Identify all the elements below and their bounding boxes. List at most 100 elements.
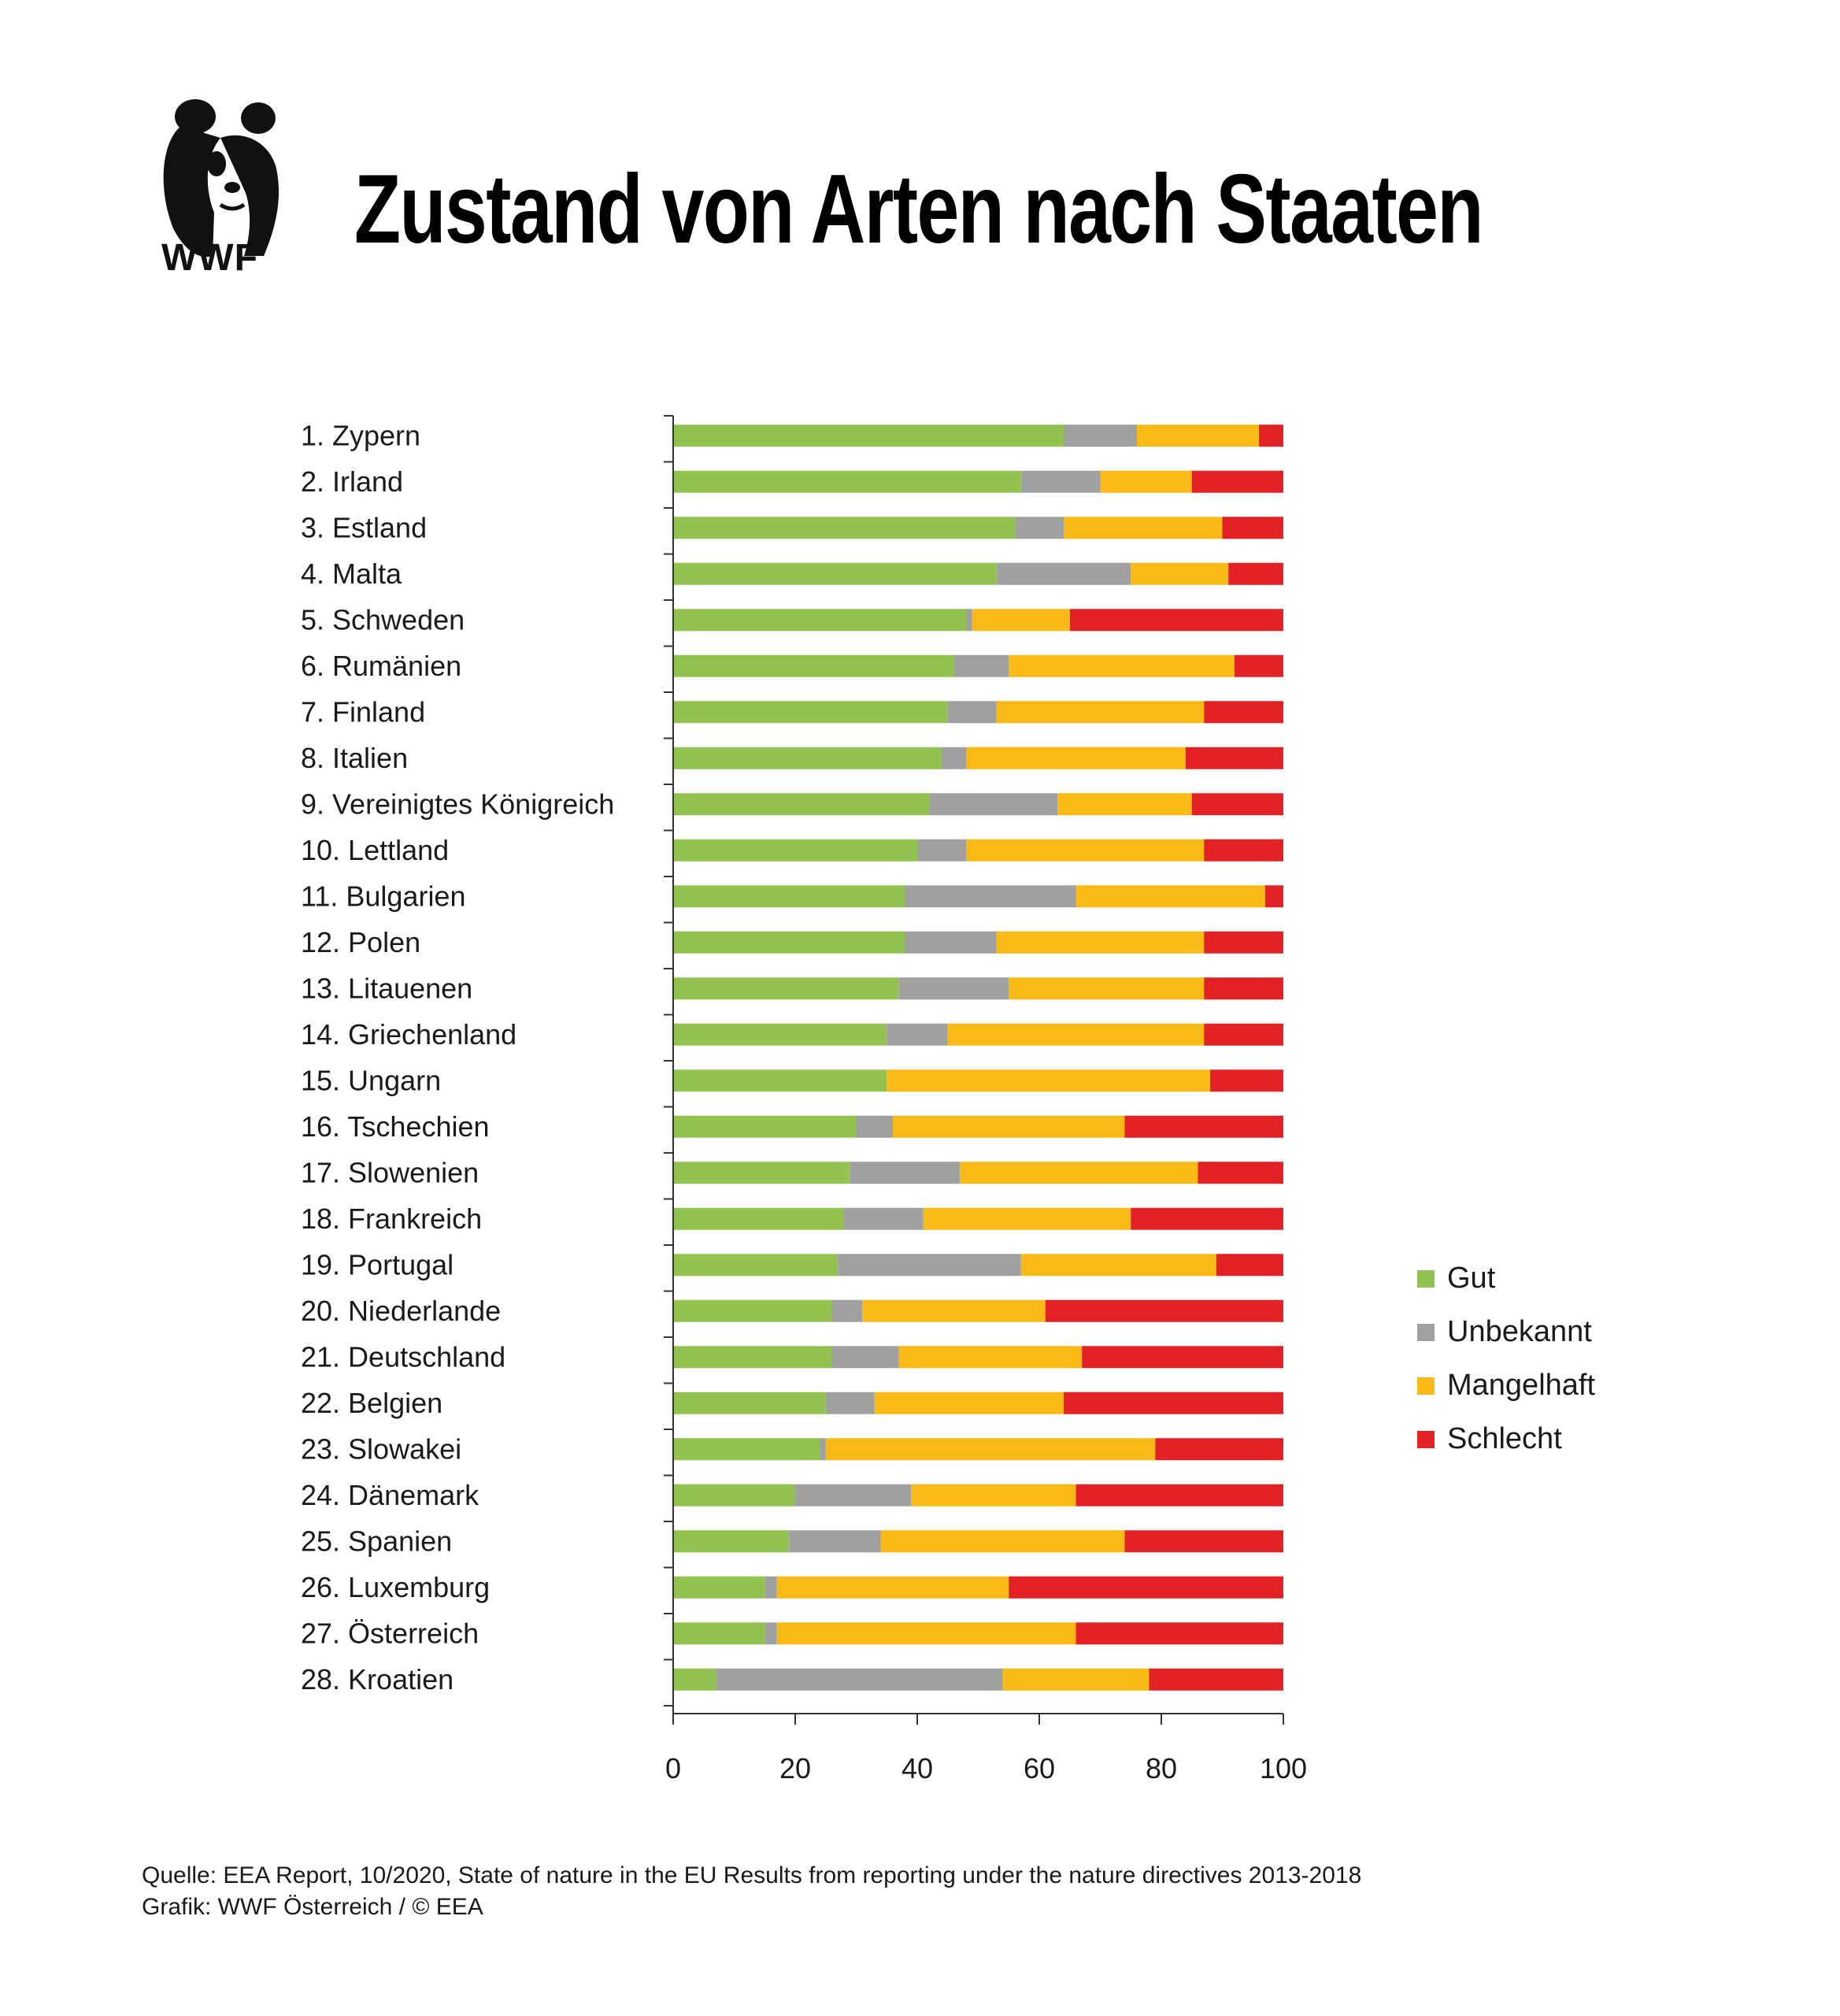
category-label: 9. Vereinigtes Königreich [301, 788, 614, 820]
bar-segment [1009, 654, 1235, 677]
bar-segment [1204, 701, 1283, 724]
category-label: 17. Slowenien [301, 1156, 479, 1188]
category-label: 18. Frankreich [301, 1203, 482, 1235]
bar-segment [673, 839, 917, 862]
bar-segment [1100, 470, 1192, 493]
bar-segment [1204, 931, 1283, 954]
bar-segment [1075, 885, 1265, 908]
bar-segment [929, 793, 1058, 816]
bar-segment [1082, 1346, 1283, 1369]
bar-segment [765, 1576, 777, 1599]
bar-segment [673, 1207, 844, 1230]
bar-segment [1198, 1162, 1283, 1184]
bar-segment [673, 977, 899, 1000]
category-label: 14. Griechenland [301, 1018, 516, 1051]
category-label: 10. Lettland [301, 834, 449, 866]
bar-segment [831, 1346, 899, 1369]
bar-segment [838, 1254, 1021, 1277]
legend-swatch [1417, 1377, 1435, 1395]
bar-segment [673, 1438, 820, 1461]
category-label: 15. Ungarn [301, 1064, 441, 1096]
bar-segment [850, 1162, 961, 1184]
bar-segment [844, 1207, 924, 1230]
category-label: 25. Spanien [301, 1525, 452, 1557]
bar-segment [1131, 562, 1229, 585]
bar-segment [1009, 1576, 1283, 1599]
category-label: 23. Slowakei [301, 1432, 461, 1465]
bar-segment [1204, 977, 1283, 1000]
bar-segment [1124, 1530, 1283, 1553]
bar-segment [966, 839, 1205, 862]
bar-segment [1124, 1115, 1283, 1138]
category-label: 24. Dänemark [301, 1479, 479, 1511]
source-note: Quelle: EEA Report, 10/2020, State of na… [142, 1860, 1361, 1923]
stacked-bar-chart: 1. Zypern 2. Irland 3. Estland 4. Malta 5. S… [301, 415, 1595, 1784]
bar-segment [673, 885, 905, 908]
category-label: 19. Portugal [301, 1248, 454, 1280]
bar-segment [1131, 1207, 1283, 1230]
category-label: 3. Estland [301, 511, 427, 543]
category-label: 22. Belgien [301, 1387, 442, 1419]
category-label: 6. Rumänien [301, 650, 461, 682]
bar-segment [673, 424, 1064, 447]
bar-segment [905, 931, 997, 954]
category-label: 28. Kroatien [301, 1663, 454, 1695]
bar-segment [716, 1668, 1003, 1691]
bar-segment [673, 747, 942, 769]
bar-segment [673, 1530, 790, 1553]
page-title: Zustand von Arten nach Staaten [354, 155, 1483, 264]
bar-segment [966, 747, 1186, 769]
bar-segment [1228, 562, 1283, 585]
category-label: 5. Schweden [301, 603, 465, 636]
bar-segment [1191, 793, 1283, 816]
bar-segment [874, 1392, 1064, 1414]
bar-segment [960, 1162, 1198, 1184]
category-label: 1. Zypern [301, 419, 420, 451]
bar-segment [947, 701, 997, 724]
bar-segment [1015, 517, 1064, 539]
x-tick-label: 100 [1260, 1752, 1307, 1784]
bar-segment [673, 1622, 765, 1645]
bar-segment [1064, 1392, 1283, 1414]
bar-segment [673, 562, 997, 585]
bar-segment [1191, 470, 1283, 493]
category-label: 20. Niederlande [301, 1295, 501, 1327]
x-tick-label: 40 [901, 1752, 933, 1784]
wwf-panda-logo [163, 99, 280, 258]
x-tick-label: 20 [779, 1752, 811, 1784]
bar-segment [966, 609, 972, 632]
bar-segment [795, 1484, 912, 1506]
bar-segment [862, 1299, 1046, 1322]
bar-segment [820, 1438, 826, 1461]
bar-segment [1020, 470, 1101, 493]
bar-segment [776, 1622, 1076, 1645]
bar-segment [947, 1023, 1205, 1046]
bar-segment [942, 747, 966, 769]
category-label: 13. Litauenen [301, 972, 472, 1004]
x-tick-label: 80 [1146, 1752, 1177, 1784]
bar-segment [911, 1484, 1076, 1506]
category-label: 2. Irland [301, 465, 403, 498]
credit-line: Grafik: WWF Österreich / © EEA [142, 1894, 483, 1920]
bar-segment [1064, 517, 1223, 539]
source-line: Quelle: EEA Report, 10/2020, State of na… [142, 1862, 1362, 1888]
category-label: 16. Tschechien [301, 1110, 490, 1143]
bars-group [673, 424, 1283, 1691]
bar-segment [673, 1484, 795, 1506]
bar-segment [887, 1069, 1210, 1092]
legend-label: Schlecht [1447, 1422, 1562, 1455]
bar-segment [1069, 609, 1283, 632]
bar-segment [673, 1254, 839, 1277]
bar-segment [898, 977, 1009, 1000]
bar-segment [673, 1392, 826, 1414]
legend-label: Unbekannt [1447, 1315, 1592, 1348]
category-label: 27. Österreich [301, 1617, 479, 1649]
bar-segment [765, 1622, 777, 1645]
bar-segment [831, 1299, 863, 1322]
category-labels: 1. Zypern 2. Irland 3. Estland 4. Malta 5. S… [301, 419, 614, 1695]
legend-swatch [1417, 1431, 1435, 1448]
bar-segment [673, 654, 954, 677]
bar-segment [1045, 1299, 1283, 1322]
bar-segment [1002, 1668, 1150, 1691]
bar-segment [1216, 1254, 1283, 1277]
